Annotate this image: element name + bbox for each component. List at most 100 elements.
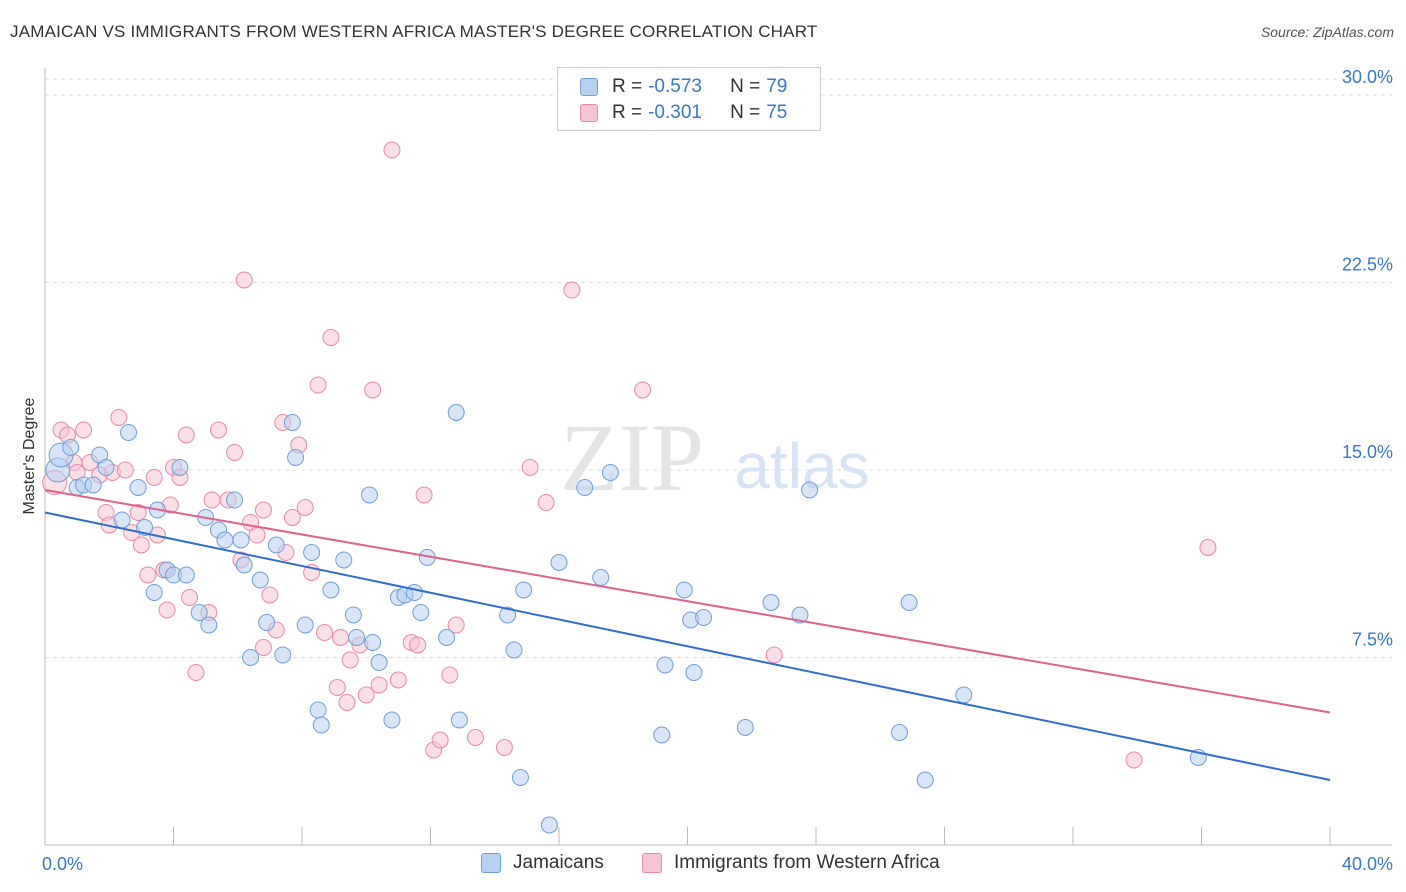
data-point	[762, 594, 780, 611]
data-point	[695, 609, 713, 626]
legend-row-immigrants: R = -0.301 N = 75	[580, 102, 787, 124]
data-point	[232, 531, 250, 549]
data-point	[261, 586, 279, 604]
data-point	[540, 816, 558, 834]
data-point	[200, 616, 218, 634]
data-point	[357, 686, 375, 704]
data-point	[75, 421, 93, 439]
data-point	[248, 526, 266, 544]
data-point	[332, 629, 350, 646]
data-point	[338, 694, 356, 711]
legend-item-immigrants: Immigrants from Western Africa	[642, 852, 940, 874]
tick-labels: 7.5% 15.0% 22.5% 30.0% 0.0% 40.0%	[42, 67, 1393, 874]
data-point	[303, 544, 321, 561]
data-point	[364, 381, 382, 399]
legend-swatch-blue	[481, 853, 501, 873]
data-point	[177, 426, 195, 444]
data-point	[132, 536, 150, 554]
data-point	[171, 459, 189, 476]
legend-n-label: N =	[730, 76, 761, 97]
data-point	[405, 584, 423, 601]
data-point	[283, 509, 301, 526]
data-point	[97, 459, 115, 476]
data-point	[187, 664, 205, 681]
data-point	[322, 329, 340, 346]
data-point	[412, 604, 430, 621]
y-tick-label: 30.0%	[1342, 67, 1393, 87]
data-point	[312, 716, 330, 734]
data-point	[653, 726, 671, 744]
data-point	[791, 606, 809, 624]
series-jamaicans	[45, 404, 1207, 834]
x-tick-label: 40.0%	[1342, 854, 1393, 874]
data-point	[441, 666, 459, 684]
data-point	[177, 566, 195, 584]
legend-r-value: -0.301	[648, 102, 702, 123]
data-point	[120, 424, 138, 441]
data-point	[900, 594, 918, 611]
legend-n-value: 79	[766, 76, 788, 97]
data-point	[62, 439, 80, 456]
data-point	[521, 459, 539, 476]
chart-title: JAMAICAN VS IMMIGRANTS FROM WESTERN AFRI…	[10, 22, 818, 41]
trend-line	[44, 489, 1331, 714]
y-tick-label: 7.5%	[1352, 630, 1393, 650]
data-point	[515, 581, 533, 599]
data-point	[537, 494, 555, 511]
legend-item-jamaicans: Jamaicans	[481, 852, 604, 874]
data-point	[309, 701, 327, 719]
data-point	[254, 501, 272, 519]
data-point	[955, 686, 973, 704]
data-point	[447, 616, 465, 634]
data-point	[675, 581, 693, 599]
legend-swatch-blue	[580, 78, 598, 96]
data-point	[267, 536, 285, 554]
data-point	[447, 404, 465, 421]
data-point	[495, 739, 513, 756]
data-point	[409, 636, 427, 654]
legend-swatch-pink	[580, 104, 598, 122]
legend-label-jamaicans: Jamaicans	[513, 852, 604, 873]
data-point	[254, 639, 272, 656]
data-point	[348, 629, 366, 646]
data-point	[370, 654, 388, 671]
data-point	[916, 771, 934, 789]
data-point	[287, 449, 305, 466]
trend-lines	[44, 489, 1331, 781]
data-point	[370, 676, 388, 694]
data-point	[209, 421, 227, 439]
source-label: Source: ZipAtlas.com	[1260, 24, 1394, 40]
data-point	[139, 566, 157, 584]
data-point	[656, 656, 674, 674]
data-point	[765, 646, 783, 664]
data-point	[235, 271, 253, 289]
data-point	[685, 664, 703, 681]
data-point	[242, 649, 260, 666]
series-legend: Jamaicans Immigrants from Western Africa	[0, 852, 1406, 876]
legend-label-immigrants: Immigrants from Western Africa	[674, 852, 940, 873]
data-point	[801, 481, 819, 499]
data-point	[550, 554, 568, 571]
data-point	[364, 634, 382, 651]
data-point	[341, 651, 359, 669]
data-point	[181, 589, 199, 606]
data-point	[84, 476, 102, 494]
data-point	[360, 486, 378, 504]
data-point	[592, 569, 610, 586]
data-point	[251, 571, 269, 589]
data-point	[511, 769, 529, 786]
series-immigrants-western-africa	[42, 141, 1217, 769]
data-point	[226, 491, 244, 509]
data-point	[113, 511, 131, 529]
legend-n-label: N =	[730, 102, 761, 123]
data-point	[335, 551, 353, 569]
legend-n-value: 75	[766, 102, 788, 123]
data-point	[383, 141, 401, 159]
data-point	[274, 646, 292, 664]
data-point	[505, 641, 523, 659]
data-point	[145, 469, 163, 486]
data-point	[563, 281, 581, 299]
data-point	[891, 724, 909, 741]
data-point	[576, 479, 594, 496]
x-tick-label: 0.0%	[42, 854, 83, 874]
